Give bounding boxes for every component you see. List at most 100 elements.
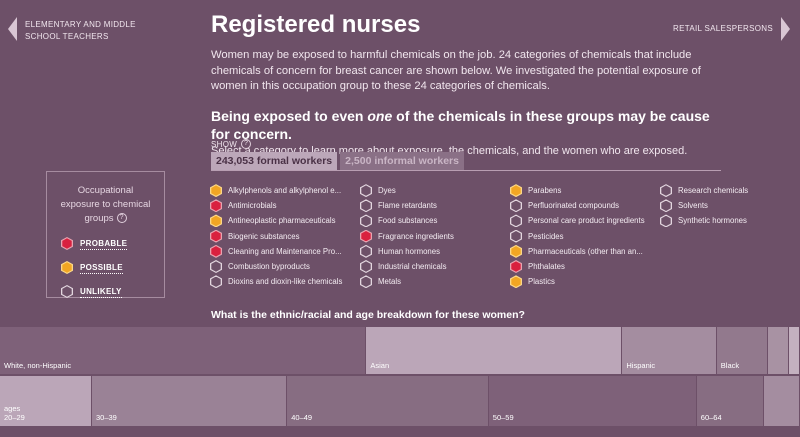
segment-label-text: Black bbox=[720, 361, 740, 370]
legend-item-probable[interactable]: PROBABLE bbox=[57, 237, 154, 250]
age-segment[interactable]: 40–49 bbox=[287, 376, 489, 426]
chemical-category-label[interactable]: Combustion byproducts bbox=[228, 262, 310, 272]
segment-label: 30–39 bbox=[96, 413, 117, 422]
chemical-category-item[interactable]: Biogenic substances bbox=[210, 229, 360, 244]
chemical-category-label[interactable]: Pesticides bbox=[528, 231, 564, 241]
hexagon-probable-icon bbox=[510, 260, 522, 274]
ethnicity-breakdown-bar: White, non-Hispanic Asian Hispanic Black bbox=[0, 327, 800, 374]
tab-formal-workers[interactable]: 243,053 formal workers bbox=[211, 152, 338, 170]
legend-label-probable[interactable]: PROBABLE bbox=[80, 238, 128, 250]
chemical-category-item[interactable]: Dyes bbox=[360, 183, 510, 198]
hexagon-possible-icon bbox=[210, 214, 222, 228]
chemical-category-label[interactable]: Metals bbox=[378, 277, 401, 287]
segment-label-text: 30–39 bbox=[96, 413, 117, 422]
chemical-category-item[interactable]: Cleaning and Maintenance Pro... bbox=[210, 244, 360, 259]
chemical-category-label[interactable]: Food substances bbox=[378, 216, 438, 226]
chemical-category-label[interactable]: Flame retardants bbox=[378, 201, 437, 211]
segment-label: 50–59 bbox=[493, 413, 514, 422]
chemical-category-label[interactable]: Parabens bbox=[528, 186, 562, 196]
legend-item-possible[interactable]: POSSIBLE bbox=[57, 261, 154, 274]
legend-title-text: Occupational exposure to chemical groups bbox=[60, 185, 151, 224]
chemical-category-item[interactable]: Antineoplastic pharmaceuticals bbox=[210, 213, 360, 228]
show-row: SHOW ? bbox=[211, 139, 252, 149]
next-occupation-label[interactable]: RETAIL SALESPERSONS bbox=[673, 24, 773, 33]
chemical-category-label[interactable]: Antineoplastic pharmaceuticals bbox=[228, 216, 336, 226]
chemical-category-item[interactable]: Dioxins and dioxin-like chemicals bbox=[210, 274, 360, 289]
chemical-category-label[interactable]: Perfluorinated compounds bbox=[528, 201, 620, 211]
tab-informal-workers[interactable]: 2,500 informal workers bbox=[340, 152, 464, 170]
chemical-category-item[interactable]: Plastics bbox=[510, 274, 660, 289]
chemical-category-item[interactable]: Alkylphenols and alkylphenol e... bbox=[210, 183, 360, 198]
help-icon[interactable]: ? bbox=[241, 139, 252, 149]
chemical-category-item[interactable]: Combustion byproducts bbox=[210, 259, 360, 274]
chemical-category-label[interactable]: Phthalates bbox=[528, 262, 565, 272]
chemical-category-item[interactable]: Parabens bbox=[510, 183, 660, 198]
chemical-category-label[interactable]: Dyes bbox=[378, 186, 396, 196]
arrow-right-icon[interactable] bbox=[781, 17, 790, 41]
chemical-category-label[interactable]: Alkylphenols and alkylphenol e... bbox=[228, 186, 342, 196]
chemical-category-label[interactable]: Solvents bbox=[678, 201, 708, 211]
chemical-category-item[interactable]: Synthetic hormones bbox=[660, 213, 800, 228]
legend-label-possible[interactable]: POSSIBLE bbox=[80, 262, 123, 274]
chemical-category-item[interactable]: Personal care product ingredients bbox=[510, 213, 660, 228]
chemical-category-item[interactable]: Flame retardants bbox=[360, 198, 510, 213]
chemical-category-label[interactable]: Cleaning and Maintenance Pro... bbox=[228, 246, 342, 256]
chemical-category-label[interactable]: Pharmaceuticals (other than an... bbox=[528, 246, 643, 256]
chemical-category-label[interactable]: Industrial chemicals bbox=[378, 262, 447, 272]
next-occupation-link[interactable]: RETAIL SALESPERSONS bbox=[673, 15, 790, 41]
chemical-category-label[interactable]: Human hormones bbox=[378, 246, 440, 256]
ethnicity-segment[interactable] bbox=[788, 327, 800, 374]
chemical-category-item[interactable]: Fragrance ingredients bbox=[360, 229, 510, 244]
chemical-category-item[interactable]: Food substances bbox=[360, 213, 510, 228]
legend-label-unlikely[interactable]: UNLIKELY bbox=[80, 286, 122, 298]
ethnicity-segment[interactable]: Hispanic bbox=[622, 327, 717, 374]
breakdown-question: What is the ethnic/racial and age breakd… bbox=[211, 309, 525, 321]
age-segment[interactable]: 60–64 bbox=[696, 376, 764, 426]
show-label: SHOW bbox=[211, 139, 238, 149]
chemical-category-label[interactable]: Plastics bbox=[528, 277, 555, 287]
hexagon-unlikely-icon bbox=[360, 275, 372, 289]
chemical-category-item[interactable]: Antimicrobials bbox=[210, 198, 360, 213]
hexagon-probable-icon bbox=[210, 244, 222, 258]
prev-occupation-link[interactable]: ELEMENTARY AND MIDDLE SCHOOL TEACHERS bbox=[8, 15, 145, 43]
hexagon-possible-icon bbox=[510, 244, 522, 258]
age-segment[interactable]: 30–39 bbox=[92, 376, 288, 426]
chemical-category-label[interactable]: Synthetic hormones bbox=[678, 216, 747, 226]
chemical-category-item[interactable]: Industrial chemicals bbox=[360, 259, 510, 274]
chemical-category-label[interactable]: Personal care product ingredients bbox=[528, 216, 645, 226]
hexagon-unlikely-icon bbox=[660, 199, 672, 213]
ethnicity-segment[interactable]: White, non-Hispanic bbox=[0, 327, 367, 374]
chemical-category-label[interactable]: Research chemicals bbox=[678, 186, 749, 196]
ethnicity-segment[interactable]: Asian bbox=[366, 327, 623, 374]
chemical-category-item[interactable]: Phthalates bbox=[510, 259, 660, 274]
prev-occupation-label[interactable]: ELEMENTARY AND MIDDLE SCHOOL TEACHERS bbox=[25, 20, 136, 41]
age-segment[interactable] bbox=[763, 376, 800, 426]
segment-label: Asian bbox=[370, 361, 389, 370]
legend-item-unlikely[interactable]: UNLIKELY bbox=[57, 285, 154, 298]
ethnicity-segment[interactable]: Black bbox=[716, 327, 768, 374]
chemical-category-item[interactable]: Pesticides bbox=[510, 229, 660, 244]
chemical-category-label[interactable]: Fragrance ingredients bbox=[378, 231, 454, 241]
help-icon[interactable]: ? bbox=[116, 213, 127, 224]
hexagon-unlikely-icon bbox=[510, 229, 522, 243]
chemical-category-item[interactable]: Pharmaceuticals (other than an... bbox=[510, 244, 660, 259]
chemical-category-label[interactable]: Dioxins and dioxin-like chemicals bbox=[228, 277, 343, 287]
chemical-category-label[interactable]: Antimicrobials bbox=[228, 201, 277, 211]
segment-label-text: 20–29 bbox=[4, 413, 25, 422]
age-segment[interactable]: ages 20–29 bbox=[0, 376, 92, 426]
divider bbox=[211, 170, 721, 171]
chemical-category-label[interactable]: Biogenic substances bbox=[228, 231, 300, 241]
chemical-category-item[interactable]: Research chemicals bbox=[660, 183, 800, 198]
hexagon-probable-icon bbox=[210, 229, 222, 243]
ethnicity-segment[interactable] bbox=[767, 327, 789, 374]
segment-label-text: White, non-Hispanic bbox=[4, 361, 72, 370]
concern-pre: Being exposed to even bbox=[211, 107, 368, 124]
hexagon-possible-icon bbox=[510, 275, 522, 289]
segment-label: White, non-Hispanic bbox=[4, 361, 71, 370]
chemical-category-item[interactable]: Solvents bbox=[660, 198, 800, 213]
age-segment[interactable]: 50–59 bbox=[488, 376, 697, 426]
chemical-category-item[interactable]: Human hormones bbox=[360, 244, 510, 259]
chemical-category-item[interactable]: Metals bbox=[360, 274, 510, 289]
chemical-category-item[interactable]: Perfluorinated compounds bbox=[510, 198, 660, 213]
arrow-left-icon[interactable] bbox=[8, 17, 17, 41]
